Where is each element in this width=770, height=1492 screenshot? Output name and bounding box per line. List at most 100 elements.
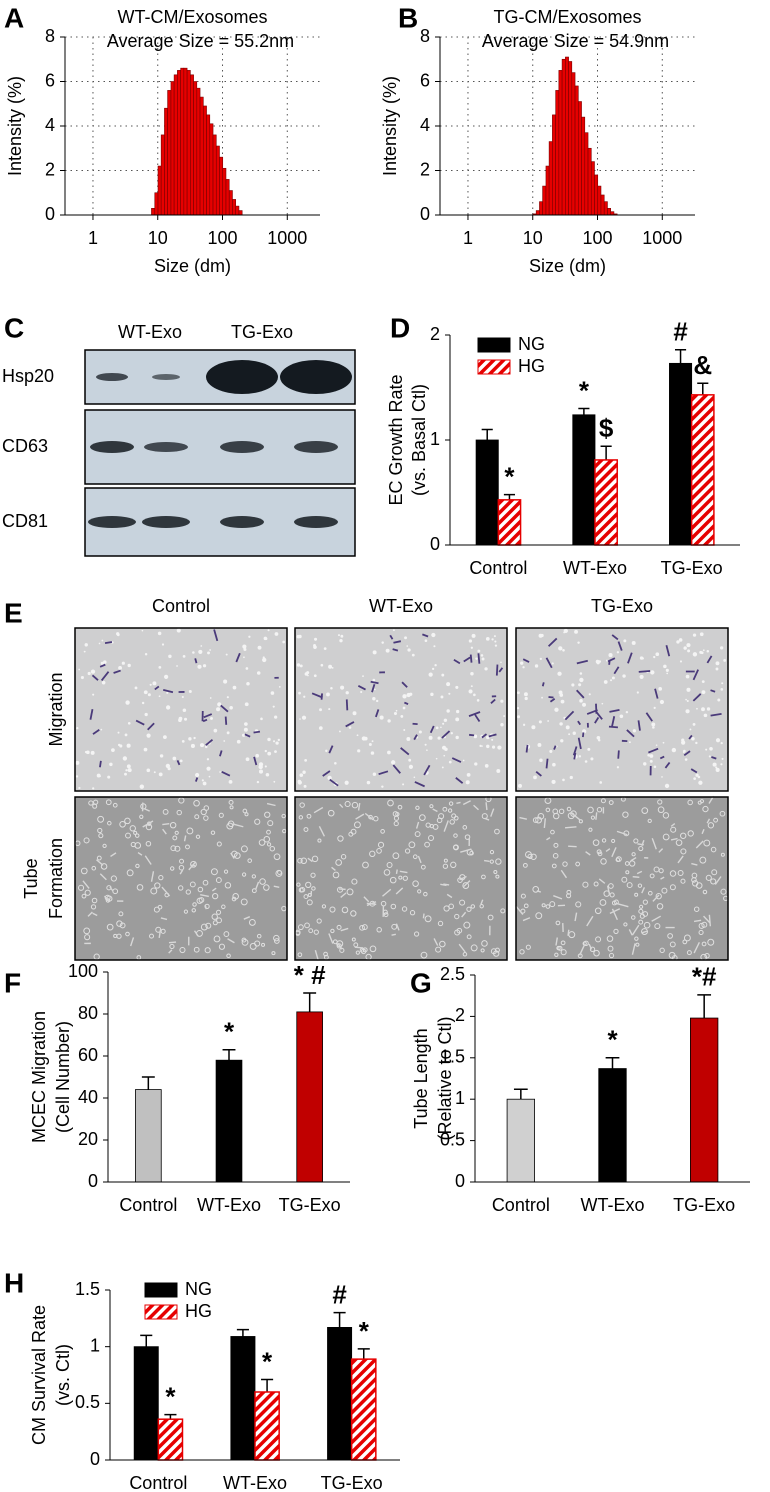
speckle [649,759,653,763]
migrated-cell [490,698,496,704]
cell [680,878,686,884]
speckle [468,639,473,643]
speckle [597,739,601,742]
migrated-cell [576,659,588,665]
cell [487,914,494,921]
error-bar [333,1311,346,1328]
speckle [219,771,221,773]
speckle [301,715,307,720]
migrated-cell [393,640,402,644]
histogram-bar [232,199,236,216]
cell [251,888,257,894]
cell [613,928,619,934]
cell [264,811,271,818]
cell [297,924,304,931]
cell [424,915,432,923]
migrated-cell [375,709,380,718]
cell [686,950,692,956]
speckle [90,750,95,755]
error-bar [303,992,317,1012]
tube [658,848,664,853]
cell [191,908,196,913]
migrated-cell [692,693,702,702]
speckle [442,745,446,750]
y-tick-label: 0.5 [440,1129,465,1149]
speckle [274,750,277,754]
speckle [584,760,588,763]
panel-letter: G [410,967,432,998]
histogram-bar [600,194,605,216]
cell [429,804,434,809]
speckle [547,720,550,722]
cell [582,941,587,946]
speckle [442,722,445,725]
bar [497,499,522,546]
speckle [90,669,96,674]
tube [417,855,422,864]
tube [340,892,347,898]
speckle [496,769,501,773]
cell [623,922,628,927]
speckle [146,768,151,773]
speckle [400,715,404,718]
tube [137,851,143,856]
migrated-cell [221,771,231,777]
cell [687,799,693,806]
tube [227,938,235,944]
cell [106,923,114,931]
micrograph [74,796,288,961]
cell [639,913,645,919]
speckle [610,679,613,682]
speckle [639,674,644,679]
cell [376,848,382,854]
speckle [158,772,163,777]
speckle [101,680,106,685]
speckle [188,737,192,741]
cell [637,883,643,888]
tube [82,880,90,889]
cell [695,882,703,889]
cell [228,799,234,805]
cell [530,853,537,860]
y-axis-label: Intensity (%) [380,76,400,176]
cell [657,806,665,814]
blot-band [96,373,128,381]
tube [313,806,324,814]
cell [532,886,540,893]
speckle [184,717,188,721]
cell [625,870,630,875]
cell [277,870,282,875]
speckle [134,686,138,690]
migrated-cell [608,725,618,729]
tube [555,937,559,946]
speckle [539,657,542,661]
migrated-cell [89,709,94,720]
speckle [264,765,267,768]
cell [205,922,212,929]
cell [113,933,118,939]
cell [150,887,158,895]
speckle [244,702,249,707]
histogram-bar [568,61,573,216]
cell [710,846,717,853]
speckle [340,634,344,638]
speckle [655,744,658,746]
panel-letter: F [4,967,21,998]
tube [616,830,628,836]
histogram-bar [558,70,563,216]
speckle [517,715,521,719]
histogram-bar [552,114,556,216]
cell [216,841,222,847]
cell [587,806,594,814]
cell [215,877,222,884]
cell [126,869,134,877]
speckle [328,664,333,669]
cell [582,881,589,888]
y-axis-label: MCEC Migration [29,1011,49,1143]
speckle [701,707,705,712]
speckle [443,754,446,757]
tube [670,823,676,827]
speckle [691,737,695,741]
histogram-bar [164,107,168,216]
histogram-bar [571,72,576,216]
